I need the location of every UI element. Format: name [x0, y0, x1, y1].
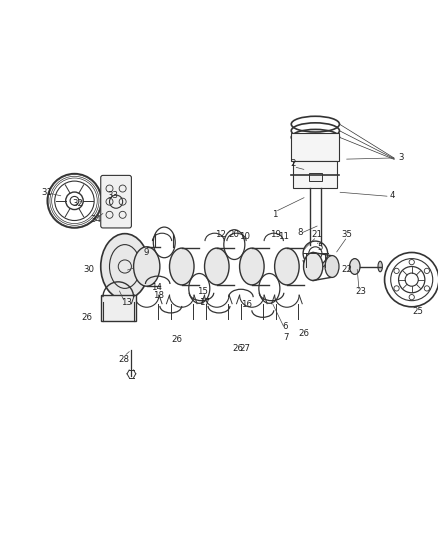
Text: 27: 27: [239, 344, 250, 353]
Ellipse shape: [205, 248, 229, 285]
Text: 1: 1: [272, 211, 278, 219]
Text: 35: 35: [342, 230, 353, 239]
Text: 31: 31: [42, 189, 53, 197]
Text: 26: 26: [81, 313, 92, 322]
Text: 12: 12: [215, 230, 226, 239]
Text: 11: 11: [278, 232, 290, 241]
Text: 15: 15: [197, 287, 208, 296]
Ellipse shape: [240, 248, 264, 285]
Text: 23: 23: [355, 287, 366, 296]
Text: 14: 14: [151, 282, 162, 292]
Text: 33: 33: [107, 191, 119, 199]
Ellipse shape: [325, 255, 339, 278]
Text: 30: 30: [83, 265, 95, 274]
Text: 34: 34: [90, 215, 101, 224]
Text: 18: 18: [153, 292, 165, 301]
Text: 25: 25: [412, 306, 423, 316]
Text: 26: 26: [171, 335, 182, 344]
Text: 7: 7: [283, 333, 288, 342]
Text: 3: 3: [398, 152, 403, 161]
Text: 17: 17: [199, 298, 211, 307]
Ellipse shape: [101, 233, 149, 300]
Text: 13: 13: [120, 298, 132, 307]
Text: 10: 10: [239, 232, 250, 241]
FancyBboxPatch shape: [101, 295, 136, 321]
Ellipse shape: [134, 247, 160, 286]
Text: 26: 26: [232, 344, 244, 353]
FancyBboxPatch shape: [291, 133, 339, 161]
FancyBboxPatch shape: [309, 173, 322, 181]
Text: 26: 26: [298, 328, 309, 337]
Text: 32: 32: [72, 199, 84, 208]
Ellipse shape: [170, 248, 194, 285]
Text: 21: 21: [311, 230, 322, 239]
Text: 22: 22: [342, 265, 353, 274]
Text: 19: 19: [270, 230, 280, 239]
Ellipse shape: [304, 253, 323, 280]
Text: 4: 4: [389, 191, 395, 199]
FancyBboxPatch shape: [101, 175, 131, 228]
Text: 20: 20: [228, 230, 239, 239]
Ellipse shape: [275, 248, 299, 285]
Text: 6: 6: [283, 322, 288, 331]
Text: 9: 9: [143, 247, 148, 256]
Text: 5: 5: [318, 243, 323, 252]
Ellipse shape: [378, 261, 382, 272]
Text: 28: 28: [118, 355, 130, 364]
Text: 8: 8: [297, 228, 303, 237]
FancyBboxPatch shape: [293, 161, 337, 188]
Ellipse shape: [350, 259, 360, 274]
Text: 16: 16: [241, 300, 252, 309]
Text: 2: 2: [291, 159, 296, 168]
